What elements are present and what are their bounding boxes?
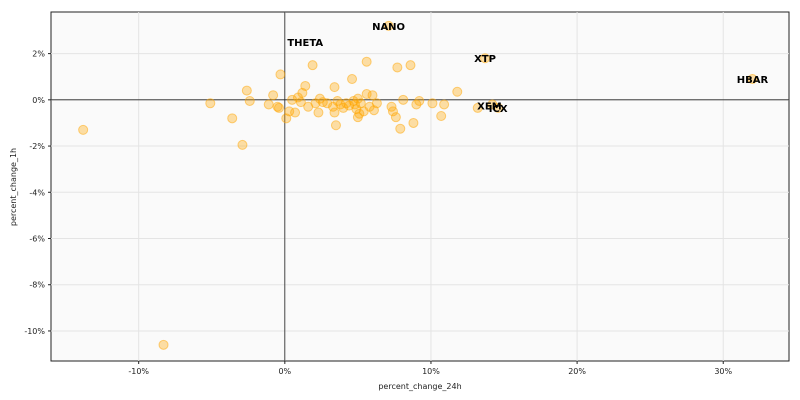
y-tick-label: -6% xyxy=(29,235,45,244)
scatter-point xyxy=(158,339,169,350)
scatter-point xyxy=(263,99,274,110)
scatter-point xyxy=(414,95,425,106)
scatter-point xyxy=(436,111,447,122)
point-label: NANO xyxy=(372,22,405,33)
scatter-point xyxy=(329,82,340,93)
scatter-point xyxy=(241,85,252,96)
scatter-point xyxy=(747,74,758,85)
scatter-point xyxy=(205,98,216,109)
scatter-point xyxy=(392,62,403,73)
scatter-point xyxy=(78,124,89,135)
x-tick-label: 30% xyxy=(714,367,732,376)
scatter-point xyxy=(237,139,248,150)
scatter-point xyxy=(452,86,463,97)
scatter-point xyxy=(480,53,491,64)
x-tick-label: 10% xyxy=(422,367,440,376)
scatter-point xyxy=(307,60,318,71)
scatter-point xyxy=(408,117,419,128)
scatter-point xyxy=(227,113,238,124)
plot-background xyxy=(50,11,790,362)
scatter-point xyxy=(347,74,358,85)
scatter-point xyxy=(387,106,398,117)
y-tick-label: -4% xyxy=(29,188,45,197)
scatter-points xyxy=(78,20,758,350)
point-label: XEM xyxy=(477,102,502,113)
scatter-point xyxy=(290,107,301,118)
y-tick-label: 2% xyxy=(32,50,45,59)
scatter-point xyxy=(244,95,255,106)
point-label: XTP xyxy=(474,54,496,65)
y-tick-label: -10% xyxy=(24,327,45,336)
reference-lines xyxy=(51,12,789,361)
scatter-point xyxy=(273,102,284,113)
scatter-point xyxy=(272,101,283,112)
scatter-point xyxy=(275,69,286,80)
scatter-point xyxy=(383,20,394,31)
scatter-point xyxy=(493,102,504,113)
scatter-point xyxy=(367,90,378,101)
point-label: ICX xyxy=(489,104,508,115)
point-label: HBAR xyxy=(737,75,769,86)
scatter-point xyxy=(361,56,372,67)
y-axis-title: percent_change_1h xyxy=(9,148,18,226)
scatter-point xyxy=(322,98,333,109)
x-axis-ticks: -10% 0% 10% 20% 30% xyxy=(128,361,733,376)
scatter-point xyxy=(398,94,409,105)
x-tick-label: 0% xyxy=(278,367,291,376)
scatter-point xyxy=(268,90,279,101)
y-tick-label: -2% xyxy=(29,142,45,151)
y-tick-label: 0% xyxy=(32,96,45,105)
scatter-point xyxy=(487,99,498,110)
x-axis-title: percent_change_24h xyxy=(378,382,461,391)
scatter-point xyxy=(405,60,416,71)
point-label: THETA xyxy=(287,38,323,49)
plot-area xyxy=(50,11,790,362)
y-axis-ticks: 2% 0% -2% -4% -6% -8% -10% xyxy=(24,50,51,336)
scatter-point xyxy=(395,123,406,134)
scatter-point xyxy=(313,107,324,118)
x-tick-label: 20% xyxy=(568,367,586,376)
scatter-point xyxy=(390,112,401,123)
scatter-point xyxy=(439,99,450,110)
scatter-point xyxy=(329,107,340,118)
scatter-point xyxy=(472,102,483,113)
x-tick-label: -10% xyxy=(128,367,149,376)
scatter-point xyxy=(300,80,311,91)
y-tick-label: -8% xyxy=(29,281,45,290)
scatter-point xyxy=(330,120,341,131)
scatter-point xyxy=(371,98,382,109)
scatter-point xyxy=(427,98,438,109)
